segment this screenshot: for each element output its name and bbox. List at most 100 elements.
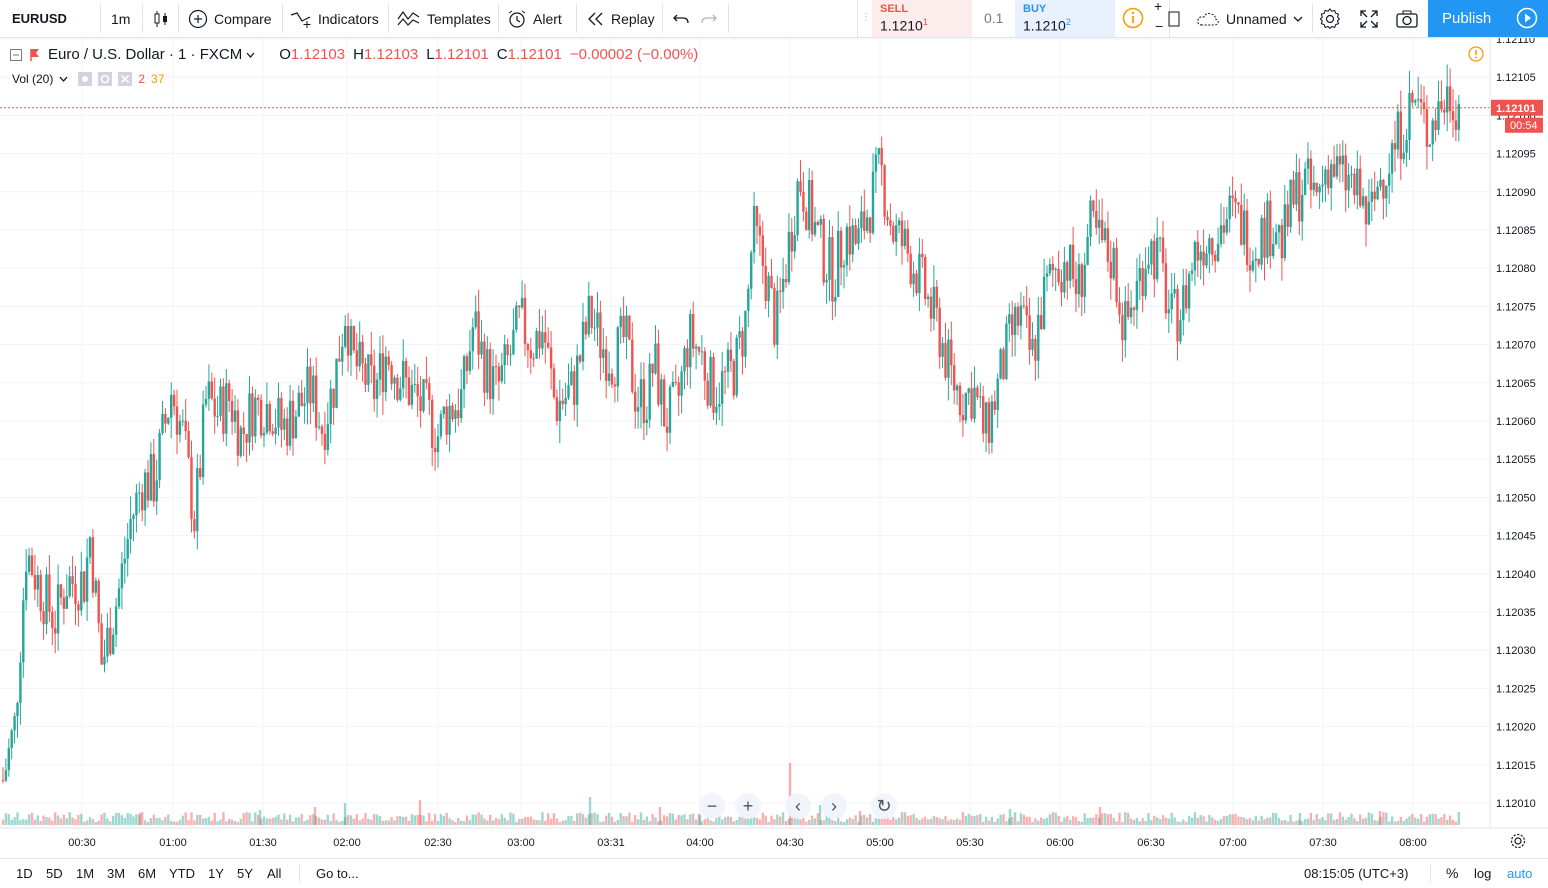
quantity-decrease-button[interactable]: − xyxy=(1155,18,1164,34)
volume-bar xyxy=(802,818,805,825)
goto-date-button[interactable]: Go to... xyxy=(316,866,359,881)
chevron-down-icon[interactable] xyxy=(59,76,68,82)
save-layout-button[interactable]: Unnamed xyxy=(1196,0,1303,37)
sell-button[interactable]: SELL 1.12101 xyxy=(872,0,972,37)
candle-body xyxy=(1234,198,1237,203)
volume-bar xyxy=(866,817,869,825)
candle-body xyxy=(387,356,390,365)
volume-bar xyxy=(761,812,764,825)
volume-bar xyxy=(85,820,89,825)
candle-body xyxy=(947,339,950,378)
alert-button[interactable]: Alert xyxy=(507,0,562,37)
reset-icon: ↻ xyxy=(876,795,892,816)
buy-button[interactable]: BUY 1.12102 xyxy=(1015,0,1115,37)
indicators-button[interactable]: Indicators xyxy=(290,0,379,37)
zoom-out-button[interactable]: − xyxy=(699,793,725,819)
layout-button[interactable] xyxy=(1168,0,1180,37)
drag-handle-icon[interactable]: ⋮⋮ xyxy=(861,12,881,23)
fullscreen-button[interactable] xyxy=(1359,0,1379,37)
range-3m[interactable]: 3M xyxy=(107,866,126,881)
range-1d[interactable]: 1D xyxy=(16,866,33,881)
candle-body xyxy=(616,327,619,387)
range-ytd[interactable]: YTD xyxy=(169,866,195,881)
scroll-left-button[interactable]: ‹ xyxy=(785,793,811,819)
eye-icon[interactable] xyxy=(78,72,93,86)
volume-bar xyxy=(248,812,251,825)
volume-bar xyxy=(735,819,738,825)
candle-body xyxy=(1396,111,1400,150)
candle-body xyxy=(1167,309,1170,314)
settings-button[interactable] xyxy=(1319,0,1341,37)
close-icon[interactable] xyxy=(118,72,133,86)
axis-settings-button[interactable] xyxy=(1509,832,1527,855)
volume-bar xyxy=(715,816,718,825)
volume-bar xyxy=(692,813,695,825)
volume-bar xyxy=(268,818,271,825)
auto-scale-toggle[interactable]: auto xyxy=(1507,866,1533,881)
range-5y[interactable]: 5Y xyxy=(237,866,253,881)
candle-body xyxy=(1013,306,1017,335)
templates-button[interactable]: Templates xyxy=(397,0,491,37)
price-chart[interactable]: 1.121101.121051.121001.120951.120901.120… xyxy=(0,38,1548,858)
candle-body xyxy=(506,344,509,356)
publish-button[interactable]: Publish xyxy=(1428,0,1548,37)
candle-body xyxy=(607,373,611,381)
snapshot-button[interactable] xyxy=(1396,0,1418,37)
compare-button[interactable]: Compare xyxy=(188,0,272,37)
volume-bar xyxy=(1405,818,1408,825)
range-6m[interactable]: 6M xyxy=(138,866,157,881)
symbol-search-button[interactable]: EURUSD xyxy=(12,0,67,37)
range-all[interactable]: All xyxy=(267,866,282,881)
candle-body xyxy=(750,252,753,289)
reset-chart-button[interactable]: ↻ xyxy=(871,793,897,819)
candle-body xyxy=(1034,338,1037,361)
candle-body xyxy=(462,356,466,390)
redo-button[interactable] xyxy=(700,0,718,37)
candle-body xyxy=(213,398,216,417)
candle-body xyxy=(370,354,373,366)
volume-bar xyxy=(152,814,155,825)
info-icon[interactable] xyxy=(1122,7,1144,34)
scroll-right-button[interactable]: › xyxy=(821,793,847,819)
volume-bar xyxy=(143,820,147,825)
chart-type-button[interactable] xyxy=(152,0,170,37)
percent-scale-toggle[interactable]: % xyxy=(1446,865,1459,881)
volume-bar xyxy=(1446,819,1449,825)
price-tick-label: 1.12075 xyxy=(1496,301,1536,313)
volume-bar xyxy=(1187,815,1191,825)
log-scale-toggle[interactable]: log xyxy=(1474,866,1492,881)
candle-body xyxy=(732,361,735,396)
range-5d[interactable]: 5D xyxy=(46,866,63,881)
candle-body xyxy=(642,379,646,424)
collapse-legend-icon[interactable] xyxy=(10,48,22,61)
volume-study-title[interactable]: Vol (20) xyxy=(12,72,54,86)
chevron-down-icon[interactable] xyxy=(246,52,255,58)
candle-body xyxy=(1408,92,1411,141)
volume-bar xyxy=(1298,819,1301,825)
range-1m[interactable]: 1M xyxy=(76,866,95,881)
price-tick-label: 1.12015 xyxy=(1496,760,1536,772)
replay-button[interactable]: Replay xyxy=(587,0,655,37)
gear-icon[interactable] xyxy=(98,72,113,86)
volume-bar xyxy=(1347,817,1350,825)
zoom-in-button[interactable]: + xyxy=(735,793,761,819)
clock-timezone[interactable]: 08:15:05 (UTC+3) xyxy=(1304,866,1409,881)
interval-button[interactable]: 1m xyxy=(111,0,130,37)
volume-bar xyxy=(512,813,515,825)
range-1y[interactable]: 1Y xyxy=(208,866,224,881)
symbol-title[interactable]: Euro / U.S. Dollar · 1 · FXCM xyxy=(48,46,243,63)
undo-button[interactable] xyxy=(672,0,690,37)
candle-body xyxy=(167,417,170,424)
volume-bar xyxy=(1280,820,1284,825)
candle-body xyxy=(1431,120,1434,145)
quantity-increase-button[interactable]: + xyxy=(1154,0,1163,14)
play-circle-icon[interactable] xyxy=(1516,7,1538,33)
alarm-clock-icon xyxy=(507,9,527,29)
warning-icon[interactable] xyxy=(1468,46,1484,67)
volume-bar xyxy=(297,817,300,825)
volume-bar xyxy=(883,816,886,825)
candle-body xyxy=(497,366,501,382)
volume-bar xyxy=(1388,821,1391,825)
candle-body xyxy=(1208,238,1211,254)
candle-body xyxy=(210,381,213,399)
